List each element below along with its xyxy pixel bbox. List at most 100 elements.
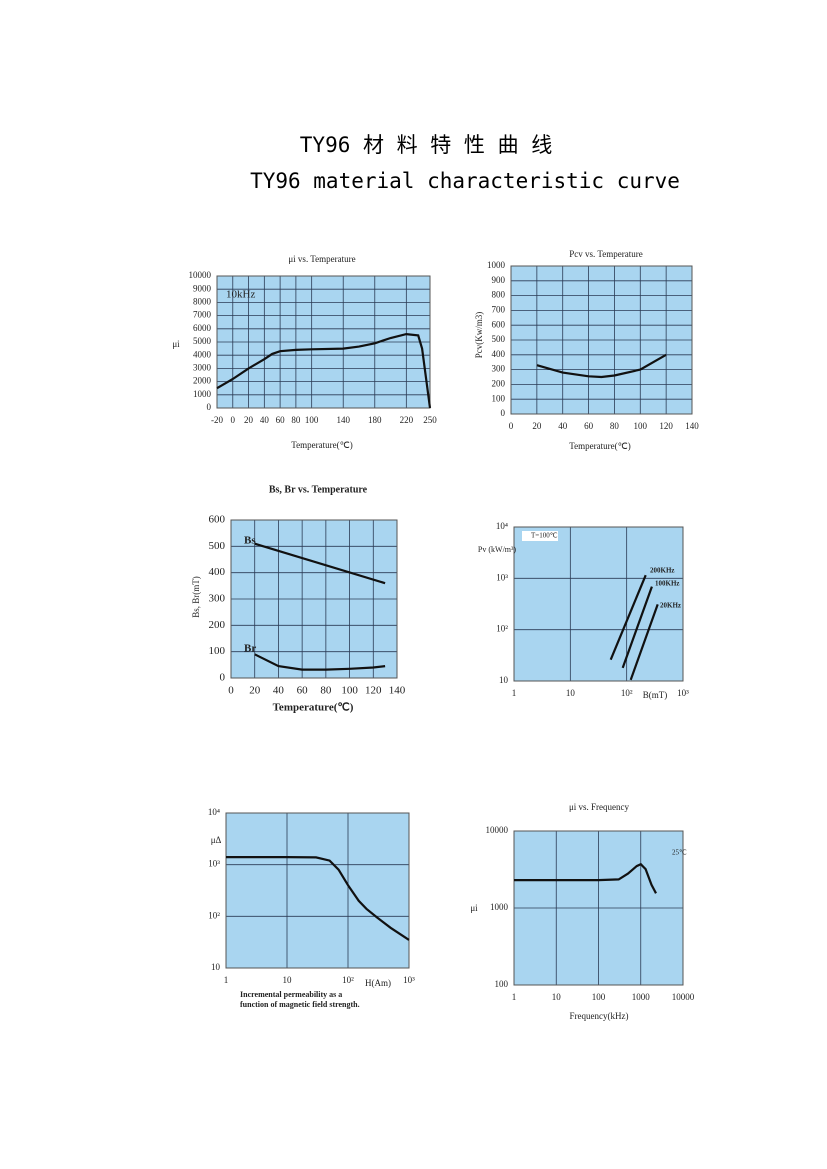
- y-tick-label: 500: [492, 334, 506, 344]
- y-tick-label: 1000: [490, 902, 509, 912]
- y-tick-label: 10: [499, 675, 509, 685]
- x-tick-label: 140: [685, 421, 699, 431]
- y-tick-label: 0: [501, 408, 506, 418]
- x-axis-label: Temperature(℃): [569, 441, 630, 451]
- data-line: [621, 586, 653, 669]
- x-tick-label: 60: [297, 685, 309, 697]
- plot-border: [230, 519, 398, 679]
- y-tick-label: 1000: [487, 260, 506, 270]
- x-tick-label: 0: [231, 415, 236, 425]
- y-tick-label: 10³: [496, 572, 508, 582]
- x-tick-label: 10³: [403, 975, 415, 985]
- y-axis-label: μΔ: [211, 835, 222, 845]
- y-tick-label: 300: [492, 364, 506, 374]
- plot-area: [226, 813, 409, 968]
- x-axis-label: Temperature(℃): [273, 702, 354, 714]
- x-tick-label: 180: [368, 415, 382, 425]
- series-label: 200KHz: [650, 567, 675, 575]
- annotation: T=100℃: [531, 532, 558, 540]
- x-tick-label: 20: [249, 685, 261, 697]
- y-tick-label: 100: [495, 979, 509, 989]
- series-label: Bs: [244, 535, 256, 547]
- x-tick-label: 10: [552, 992, 562, 1002]
- x-tick-label: 20: [532, 421, 542, 431]
- data-line: [254, 542, 386, 585]
- y-tick-label: 0: [207, 402, 212, 412]
- y-tick-label: 200: [492, 378, 506, 388]
- x-tick-label: 1: [512, 688, 517, 698]
- x-tick-label: 20: [244, 415, 254, 425]
- y-axis-label: μi: [470, 903, 478, 913]
- y-tick-label: 1000: [193, 389, 212, 399]
- y-tick-label: 2000: [193, 376, 212, 386]
- x-axis-label: B(mT): [643, 690, 668, 700]
- plot-border: [513, 830, 684, 986]
- x-tick-label: 40: [558, 421, 568, 431]
- series-label: 100KHz: [655, 580, 680, 588]
- series-label: Br: [244, 643, 256, 655]
- y-tick-label: 9000: [193, 283, 212, 293]
- y-tick-label: 10²: [208, 910, 220, 920]
- x-tick-label: 220: [400, 415, 414, 425]
- x-tick-label: 10²: [342, 975, 354, 985]
- data-line: [609, 574, 647, 661]
- y-tick-label: 10⁴: [208, 807, 220, 817]
- y-tick-label: 5000: [193, 336, 212, 346]
- title-cn: TY96 材 料 特 性 曲 线: [300, 133, 552, 157]
- x-tick-label: 100: [341, 685, 358, 697]
- plot-border: [216, 275, 431, 409]
- y-tick-label: 200: [209, 619, 226, 631]
- data-line: [254, 653, 386, 671]
- y-tick-label: 500: [209, 540, 226, 552]
- x-tick-label: 140: [336, 415, 350, 425]
- x-tick-label: 60: [276, 415, 286, 425]
- data-line: [629, 604, 659, 681]
- annotation-box: [522, 531, 558, 541]
- x-tick-label: 120: [659, 421, 673, 431]
- plot-area: [514, 527, 683, 681]
- y-tick-label: 800: [492, 290, 506, 300]
- x-tick-label: 80: [291, 415, 301, 425]
- data-line: [226, 856, 410, 941]
- x-axis-label: Temperature(℃): [291, 440, 352, 450]
- y-tick-label: 10³: [208, 859, 220, 869]
- chart-title: μi vs. Temperature: [288, 254, 355, 264]
- y-tick-label: 900: [492, 275, 506, 285]
- caption: function of magnetic field strength.: [240, 1000, 360, 1009]
- y-tick-label: 6000: [193, 323, 212, 333]
- x-tick-label: 100: [634, 421, 648, 431]
- x-tick-label: 80: [320, 685, 332, 697]
- data-line: [514, 862, 657, 894]
- x-tick-label: 10³: [677, 688, 689, 698]
- x-tick-label: 140: [389, 685, 406, 697]
- x-tick-label: 40: [260, 415, 270, 425]
- plot-border: [510, 265, 693, 415]
- x-tick-label: 1000: [632, 992, 651, 1002]
- caption: Incremental permeability as a: [240, 990, 342, 999]
- y-tick-label: 10000: [486, 825, 509, 835]
- y-tick-label: 7000: [193, 310, 212, 320]
- x-tick-label: 10000: [672, 992, 695, 1002]
- plot-border: [513, 526, 684, 682]
- x-tick-label: 80: [610, 421, 620, 431]
- y-tick-label: 0: [220, 672, 226, 684]
- x-axis-label: Frequency(kHz): [570, 1011, 629, 1021]
- y-tick-label: 300: [209, 593, 226, 605]
- x-tick-label: 100: [305, 415, 319, 425]
- x-tick-label: 60: [584, 421, 594, 431]
- y-tick-label: 10000: [189, 270, 212, 280]
- y-axis-label: μi: [172, 339, 180, 349]
- y-tick-label: 10: [211, 962, 221, 972]
- y-tick-label: 600: [492, 319, 506, 329]
- y-tick-label: 10²: [496, 624, 508, 634]
- y-tick-label: 700: [492, 304, 506, 314]
- x-tick-label: 1: [224, 975, 229, 985]
- x-tick-label: 0: [228, 685, 234, 697]
- y-tick-label: 600: [209, 514, 226, 526]
- x-axis-label: H(Am): [365, 978, 391, 988]
- x-tick-label: 100: [592, 992, 606, 1002]
- annotation: 10kHz: [226, 289, 255, 301]
- data-line: [536, 353, 667, 379]
- y-axis-label: Pv (kW/m³): [478, 545, 517, 554]
